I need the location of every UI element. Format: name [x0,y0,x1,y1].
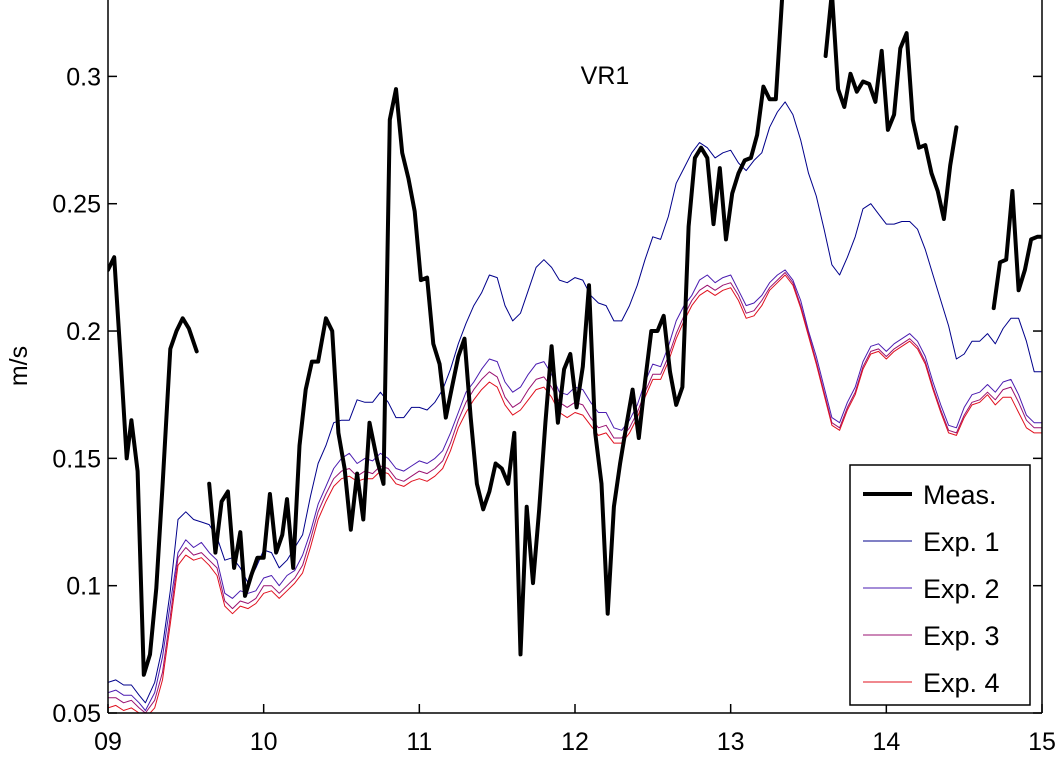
legend: Meas. Exp. 1 Exp. 2 Exp. 3 Exp. 4 [849,464,1031,706]
y-tick-label: 0.3 [66,63,101,91]
legend-box [849,464,1031,706]
x-tick-label: 15 [1028,728,1055,756]
series-meas-line-3 [823,0,959,221]
y-tick-label: 0.05 [52,700,101,728]
series-meas [108,0,1042,677]
chart-title: VR1 [581,62,630,90]
x-tick-label: 12 [561,728,589,756]
x-tick-label: 11 [406,728,432,756]
legend-label-exp-4: Exp. 4 [923,668,1000,698]
axes-layer: 09 10 11 12 13 14 15 0.05 0.1 0.15 0.2 0.25 0.3 [52,0,1055,756]
x-tick-label: 13 [717,728,745,756]
y-axis-title: m/s [5,346,33,386]
legend-label-exp-1: Exp. 1 [923,527,1000,557]
x-tick-label: 09 [94,728,122,756]
y-tick-label: 0.1 [66,573,101,601]
series-meas-line-2 [207,0,784,657]
series-exp-4 [108,274,1042,713]
x-tick-label: 10 [250,728,278,756]
y-tick-label: 0.2 [66,318,101,346]
series-exp-4-line-1 [108,274,1042,713]
legend-label-exp-2: Exp. 2 [923,574,1000,604]
series-meas-line-4 [991,189,1042,311]
series-meas-line-1 [108,255,199,677]
x-tick-label: 14 [872,728,900,756]
y-tick-label: 0.15 [52,445,101,473]
y-tick-label: 0.25 [52,191,101,219]
series-layer [108,0,1042,713]
legend-label-exp-3: Exp. 3 [923,621,1000,651]
legend-label-meas: Meas. [923,480,997,510]
